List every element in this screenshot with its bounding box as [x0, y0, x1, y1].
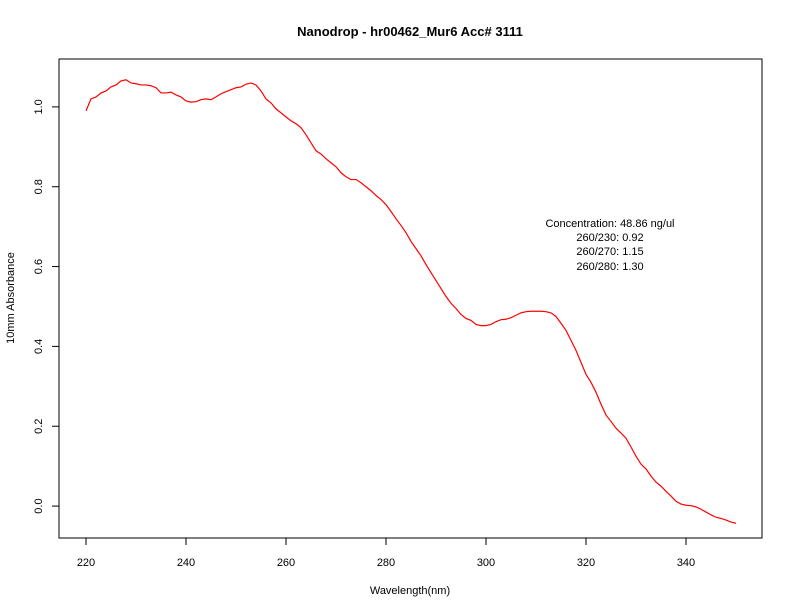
y-axis: 0.0 0.2 0.4 0.6 0.8 1.0 — [33, 99, 59, 514]
y-tick-label: 0.4 — [33, 339, 45, 354]
plot-frame — [58, 58, 763, 539]
x-axis-label: Wavelength(nm) — [370, 585, 450, 597]
x-axis: 220 240 260 280 300 320 340 — [77, 538, 695, 569]
annotation-260-270: 260/270: 1.15 — [576, 246, 643, 258]
chart-title: Nanodrop - hr00462_Mur6 Acc# 3111 — [297, 24, 523, 39]
x-tick-label: 340 — [677, 557, 695, 569]
x-tick-label: 320 — [577, 557, 595, 569]
annotation-260-280: 260/280: 1.30 — [576, 261, 643, 273]
y-tick-label: 0.0 — [33, 498, 45, 513]
y-tick-label: 0.6 — [33, 259, 45, 274]
annotation-block: Concentration: 48.86 ng/ul 260/230: 0.92… — [545, 218, 674, 273]
y-tick-label: 0.2 — [33, 419, 45, 434]
x-tick-label: 220 — [77, 557, 95, 569]
x-tick-label: 300 — [477, 557, 495, 569]
y-tick-label: 0.8 — [33, 179, 45, 194]
annotation-260-230: 260/230: 0.92 — [576, 232, 643, 244]
annotation-concentration: Concentration: 48.86 ng/ul — [545, 218, 674, 230]
x-tick-label: 280 — [377, 557, 395, 569]
y-axis-label: 10mm Absorbance — [5, 252, 17, 344]
x-tick-label: 240 — [177, 557, 195, 569]
absorbance-line — [85, 79, 737, 524]
y-tick-label: 1.0 — [33, 99, 45, 114]
x-tick-label: 260 — [277, 557, 295, 569]
